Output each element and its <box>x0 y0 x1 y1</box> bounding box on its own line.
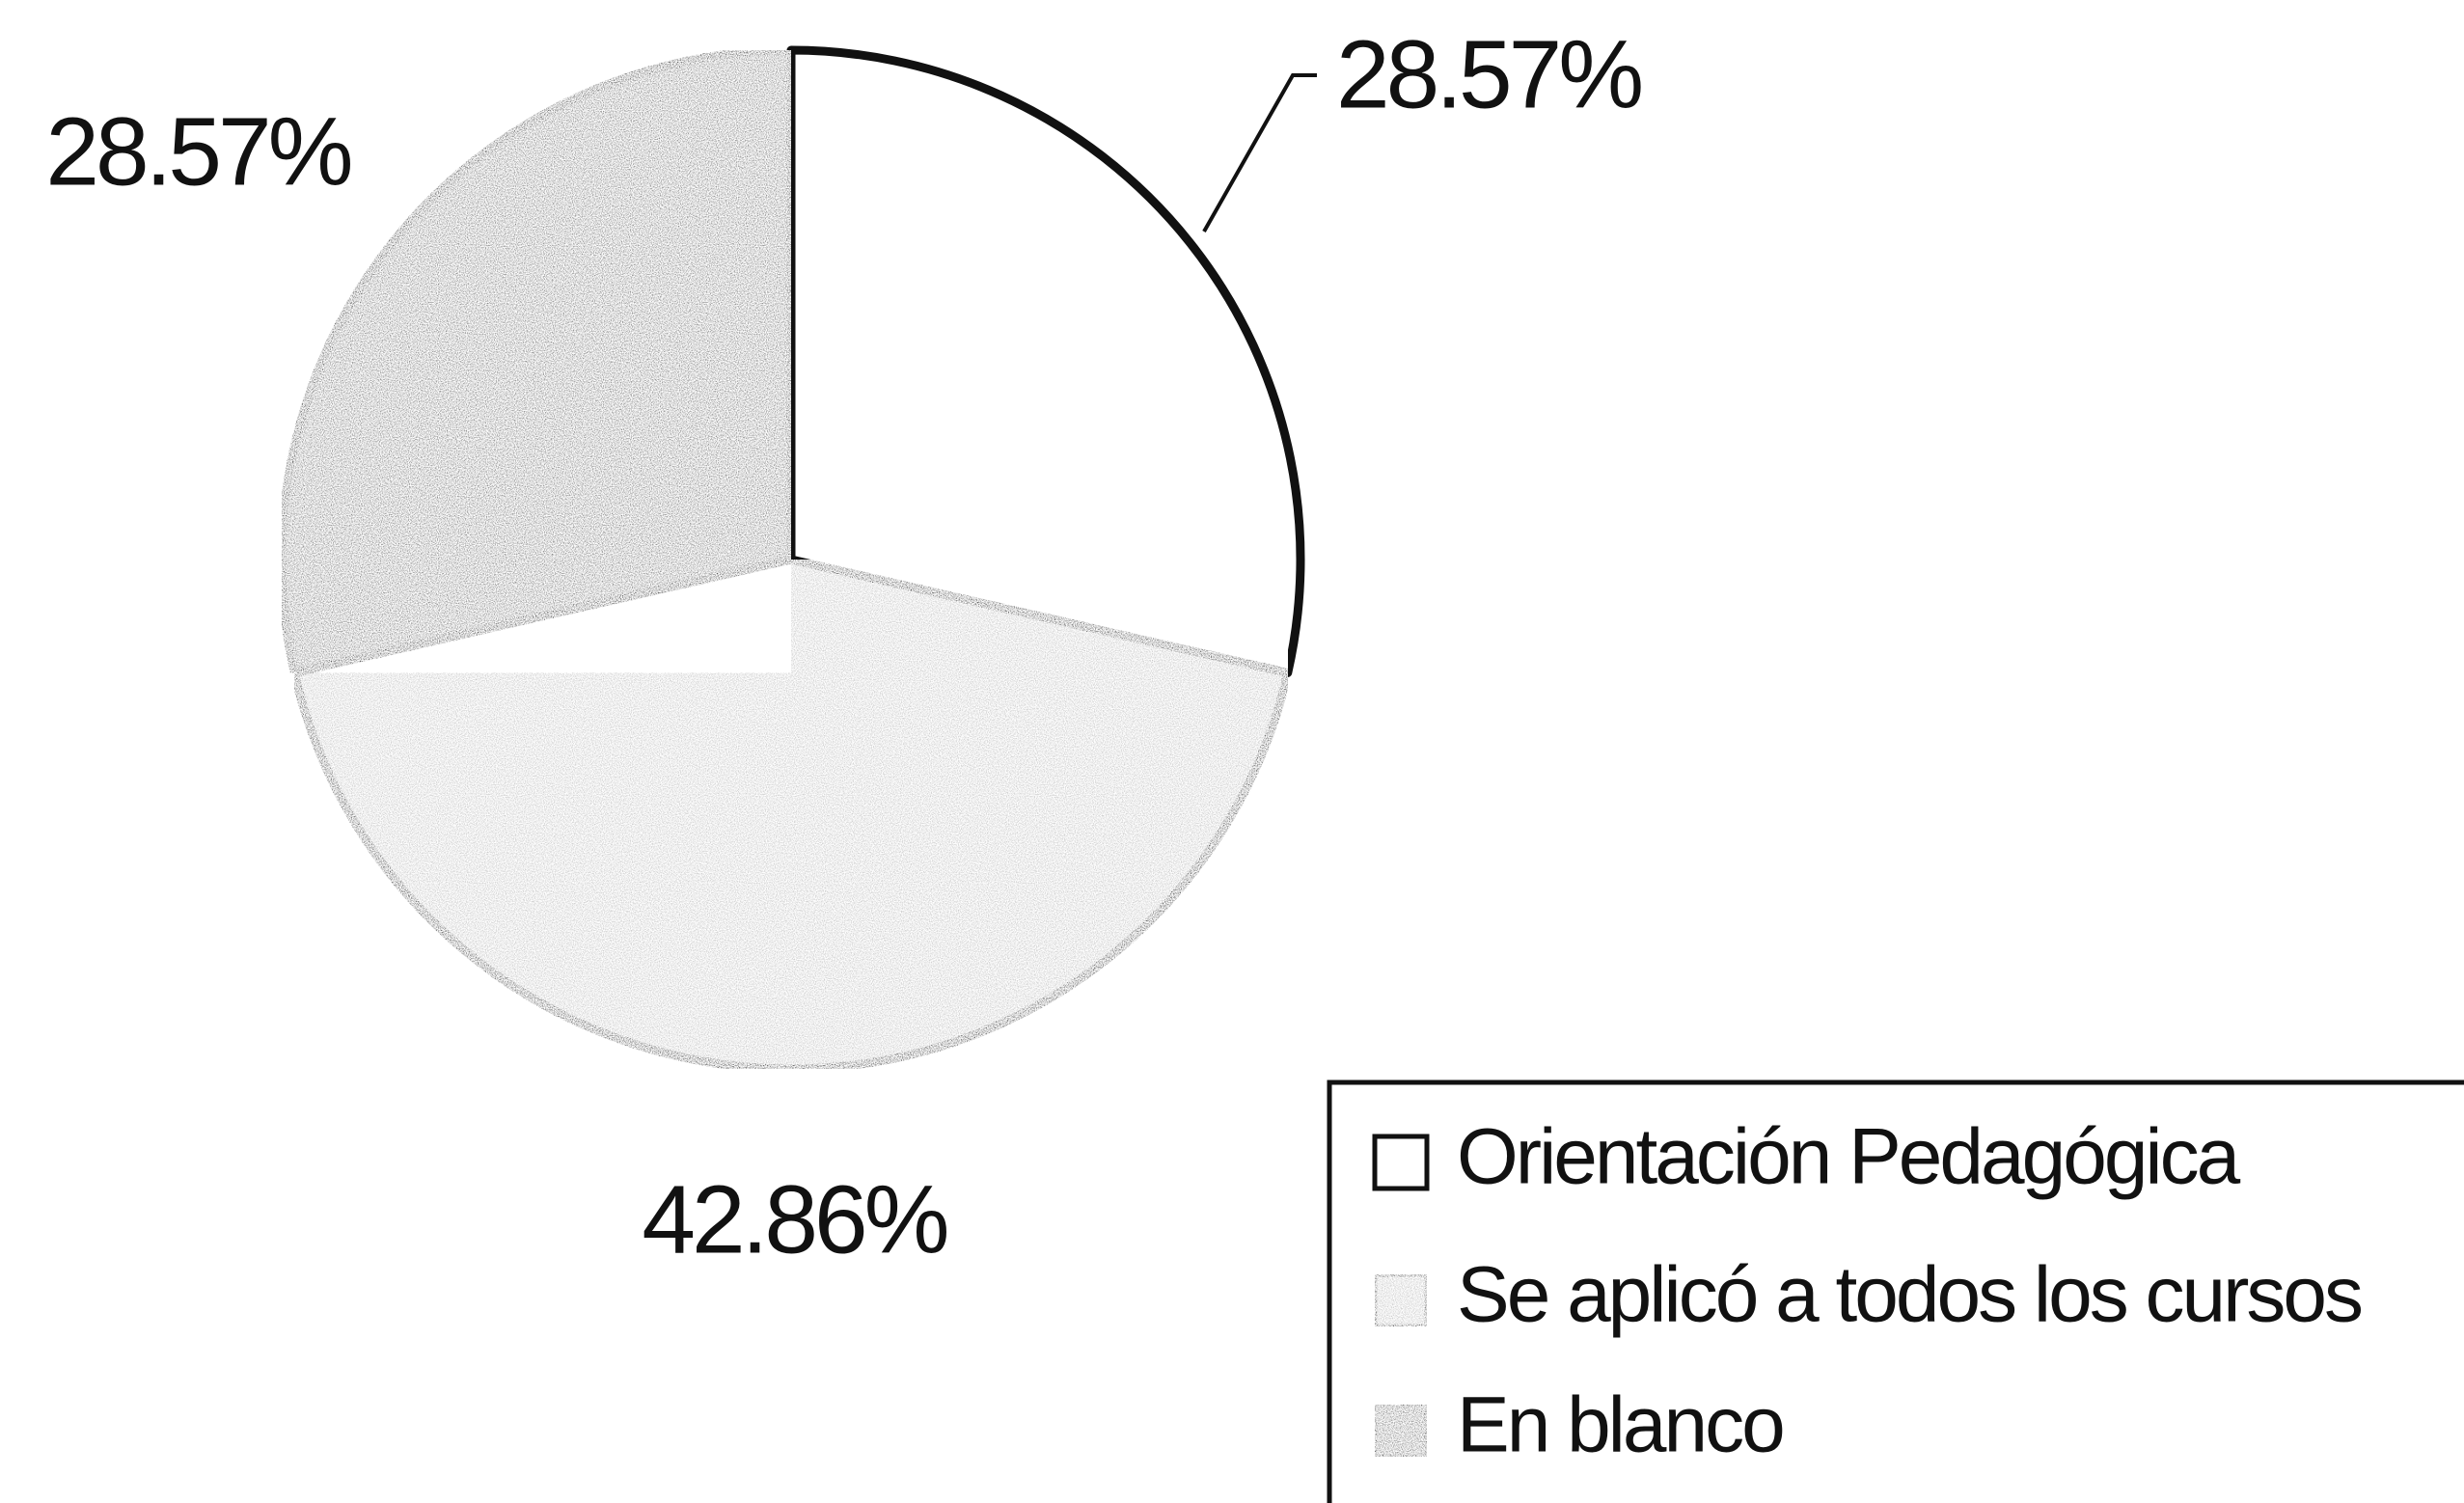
legend-swatch <box>1372 1271 1430 1329</box>
leader-line <box>1202 73 1317 232</box>
data-label: 28.57% <box>45 97 350 205</box>
pie <box>277 45 1305 1074</box>
legend <box>1327 1079 2464 1503</box>
legend-label: En blanco <box>1457 1381 1783 1469</box>
pie-slice <box>289 555 1293 1074</box>
pie-slice <box>786 45 1305 677</box>
legend-swatch <box>1372 1402 1430 1460</box>
legend-entries: Orientación Pedagógica Se aplicó a todos … <box>1372 1113 2365 1469</box>
legend-label: Se aplicó a todos los cursos <box>1457 1251 2362 1339</box>
data-label: 42.86% <box>642 1165 946 1273</box>
legend-label: Orientación Pedagógica <box>1457 1113 2241 1201</box>
legend-swatch <box>1372 1134 1430 1191</box>
pie-slice <box>277 45 796 677</box>
data-label: 28.57% <box>1336 20 1641 128</box>
